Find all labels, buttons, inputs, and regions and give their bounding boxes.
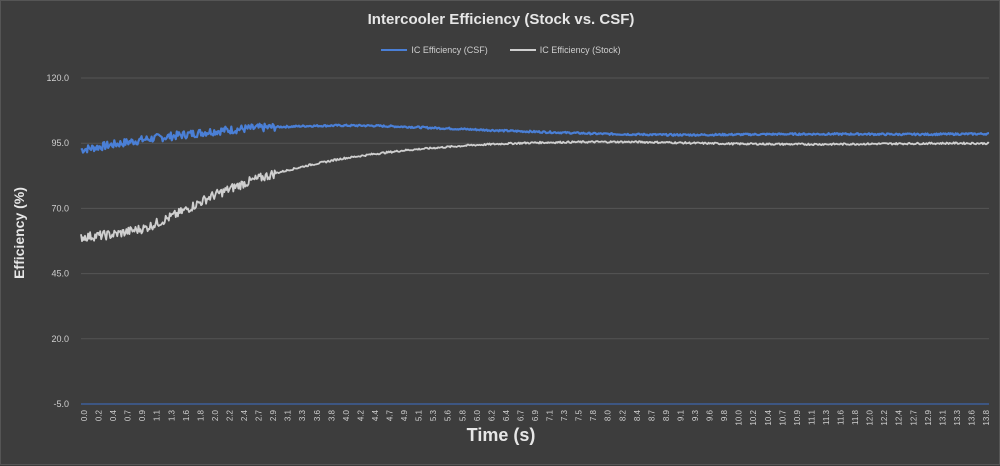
x-tick-label: 9.3 [691, 409, 700, 421]
x-tick-label: 0.9 [138, 409, 147, 421]
x-tick-label: 6.9 [531, 409, 540, 421]
x-tick-label: 1.8 [196, 409, 205, 421]
series-line-csf [80, 122, 990, 154]
legend-swatch-stock [509, 49, 536, 51]
x-tick-label: 6.7 [516, 409, 525, 421]
x-axis-label: Time (s) [466, 425, 536, 445]
x-tick-label: 2.0 [211, 409, 220, 421]
x-tick-label: 12.7 [909, 409, 918, 425]
x-tick-label: 13.8 [982, 409, 991, 425]
legend-label-csf: IC Efficiency (CSF) [411, 45, 488, 55]
x-tick-label: 9.8 [720, 409, 729, 421]
x-tick-label: 3.3 [298, 409, 307, 421]
y-tick-label: 45.0 [51, 269, 69, 279]
x-tick-label: 0.7 [124, 409, 133, 421]
x-tick-label: 7.5 [575, 409, 584, 421]
x-tick-label: 12.2 [880, 409, 889, 425]
x-tick-label: 1.1 [153, 409, 162, 421]
x-tick-label: 12.9 [924, 409, 933, 425]
x-tick-label: 10.2 [749, 409, 758, 425]
x-tick-label: 4.2 [356, 409, 365, 421]
x-tick-label: 4.4 [371, 409, 380, 421]
x-tick-label: 9.1 [676, 409, 685, 421]
legend: IC Efficiency (CSF) IC Efficiency (Stock… [1, 45, 1000, 55]
x-tick-label: 7.1 [546, 409, 555, 421]
x-tick-label: 11.1 [807, 409, 816, 425]
x-tick-label: 5.3 [429, 409, 438, 421]
x-tick-label: 4.0 [342, 409, 351, 421]
x-tick-label: 8.0 [604, 409, 613, 421]
x-tick-label: 0.4 [109, 409, 118, 421]
y-tick-label: 20.0 [51, 334, 69, 344]
legend-item-csf: IC Efficiency (CSF) [381, 45, 488, 55]
x-tick-label: 3.6 [313, 409, 322, 421]
x-tick-label: 2.2 [225, 409, 234, 421]
x-tick-label: 2.7 [255, 409, 264, 421]
x-tick-label: 4.7 [386, 409, 395, 421]
legend-swatch-csf [381, 49, 408, 51]
x-tick-label: 5.8 [458, 409, 467, 421]
x-tick-label: 6.2 [487, 409, 496, 421]
legend-label-stock: IC Efficiency (Stock) [539, 45, 621, 55]
x-tick-label: 9.6 [706, 409, 715, 421]
x-tick-label: 3.8 [327, 409, 336, 421]
x-tick-label: 12.0 [866, 409, 875, 425]
x-tick-label: 5.6 [444, 409, 453, 421]
x-tick-label: 4.9 [400, 409, 409, 421]
x-tick-label: 6.4 [502, 409, 511, 421]
y-tick-label: 70.0 [51, 203, 69, 213]
x-tick-label: 8.9 [662, 409, 671, 421]
y-tick-label: -5.0 [53, 399, 69, 409]
x-tick-label: 11.6 [837, 409, 846, 425]
x-tick-label: 8.2 [618, 409, 627, 421]
x-tick-label: 11.8 [851, 409, 860, 425]
x-tick-label: 10.0 [735, 409, 744, 425]
x-tick-label: 2.4 [240, 409, 249, 421]
x-tick-label: 10.7 [778, 409, 787, 425]
legend-item-stock: IC Efficiency (Stock) [509, 45, 621, 55]
x-tick-label: 10.4 [764, 409, 773, 425]
x-tick-label: 6.0 [473, 409, 482, 421]
x-tick-label: 11.3 [822, 409, 831, 425]
y-tick-label: 95.0 [51, 138, 69, 148]
x-tick-label: 2.9 [269, 409, 278, 421]
x-tick-label: 1.6 [182, 409, 191, 421]
chart-title: Intercooler Efficiency (Stock vs. CSF) [367, 11, 635, 28]
y-tick-label: 120.0 [46, 73, 69, 83]
x-tick-label: 12.4 [895, 409, 904, 425]
x-tick-label: 0.2 [95, 409, 104, 421]
x-tick-label: 8.4 [633, 409, 642, 421]
x-tick-label: 7.8 [589, 409, 598, 421]
x-tick-label: 13.1 [938, 409, 947, 425]
x-tick-label: 7.3 [560, 409, 569, 421]
x-tick-label: 5.1 [415, 409, 424, 421]
x-tick-label: 8.7 [647, 409, 656, 421]
series-line-stock [80, 140, 990, 243]
x-tick-label: 3.1 [284, 409, 293, 421]
x-tick-label: 13.6 [967, 409, 976, 425]
x-tick-label: 0.0 [80, 409, 89, 421]
x-tick-label: 13.3 [953, 409, 962, 425]
x-tick-label: 1.3 [167, 409, 176, 421]
x-tick-label: 10.9 [793, 409, 802, 425]
